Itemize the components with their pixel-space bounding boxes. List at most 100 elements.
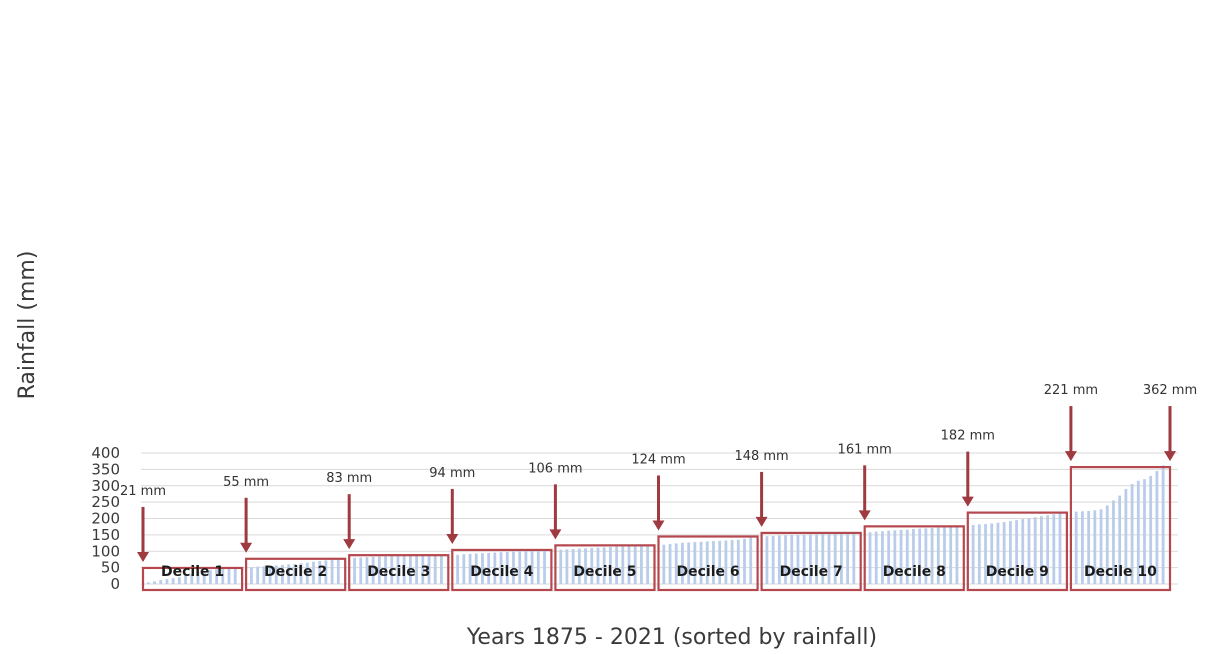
decile-box bbox=[245, 557, 347, 592]
bar bbox=[633, 546, 637, 584]
bar bbox=[153, 581, 156, 584]
bar bbox=[912, 528, 915, 584]
bar bbox=[996, 522, 1000, 584]
threshold-arrow-head bbox=[1064, 451, 1077, 462]
bar bbox=[281, 565, 284, 584]
decile-label: Decile 8 bbox=[883, 564, 946, 580]
bar bbox=[1021, 519, 1025, 584]
threshold-arrow-label: 161 mm bbox=[838, 442, 892, 457]
bar bbox=[736, 539, 740, 584]
bar bbox=[743, 538, 746, 584]
decile-box bbox=[348, 554, 450, 592]
bar bbox=[146, 582, 150, 584]
bar bbox=[827, 533, 831, 584]
decile-box bbox=[863, 525, 965, 592]
bar bbox=[949, 527, 953, 584]
bar bbox=[268, 565, 272, 584]
bar bbox=[202, 570, 206, 584]
bar bbox=[184, 575, 187, 584]
bar bbox=[874, 531, 878, 584]
bar bbox=[487, 552, 491, 584]
threshold-arrow-label: 106 mm bbox=[528, 461, 582, 476]
bar bbox=[462, 554, 466, 584]
bar bbox=[990, 523, 994, 584]
bar bbox=[250, 567, 253, 584]
bar bbox=[518, 551, 522, 584]
bar bbox=[718, 540, 722, 584]
bar bbox=[299, 563, 303, 584]
bar bbox=[318, 561, 322, 584]
bar bbox=[1112, 500, 1115, 584]
bar bbox=[402, 555, 406, 584]
decile-box bbox=[1069, 465, 1172, 592]
bar bbox=[427, 555, 431, 584]
y-tick-label: 350 bbox=[91, 460, 120, 478]
decile-label: Decile 9 bbox=[986, 564, 1049, 580]
bar bbox=[577, 548, 581, 584]
bar bbox=[1136, 480, 1140, 584]
bar bbox=[608, 546, 612, 584]
bar bbox=[1040, 516, 1043, 584]
threshold-arrow-label: 94 mm bbox=[429, 466, 475, 481]
bar bbox=[215, 569, 218, 584]
bar bbox=[1002, 522, 1006, 584]
bar bbox=[1155, 471, 1159, 584]
bar bbox=[293, 564, 297, 584]
threshold-arrow-head bbox=[446, 533, 459, 544]
bar bbox=[955, 526, 959, 584]
y-tick-label: 250 bbox=[91, 493, 120, 511]
max-arrow-label: 362 mm bbox=[1143, 383, 1197, 398]
bar bbox=[396, 556, 400, 584]
bar bbox=[602, 547, 606, 584]
bar bbox=[353, 557, 356, 584]
bar bbox=[571, 548, 575, 584]
bar bbox=[474, 553, 478, 584]
bar bbox=[233, 568, 237, 584]
threshold-arrow-head bbox=[858, 510, 871, 521]
bar bbox=[481, 553, 484, 584]
threshold-arrow-label: 83 mm bbox=[326, 471, 372, 486]
bar bbox=[421, 555, 425, 584]
bar bbox=[846, 533, 850, 584]
threshold-arrow-label: 124 mm bbox=[631, 453, 685, 468]
bar bbox=[165, 579, 169, 584]
y-tick-label: 300 bbox=[91, 477, 120, 495]
bar bbox=[330, 559, 334, 584]
threshold-arrow-head bbox=[549, 529, 562, 540]
decile-box bbox=[760, 531, 862, 592]
threshold-arrow-label: 21 mm bbox=[120, 484, 166, 499]
bar bbox=[705, 541, 709, 584]
bar bbox=[596, 547, 600, 584]
bar bbox=[543, 550, 546, 584]
threshold-arrow-head bbox=[137, 551, 149, 562]
bar bbox=[1074, 511, 1078, 584]
bar bbox=[833, 533, 837, 584]
bar bbox=[262, 566, 266, 584]
decile-box bbox=[141, 566, 244, 592]
bar bbox=[640, 546, 643, 584]
y-axis-label: Rainfall (mm) bbox=[15, 251, 40, 400]
bar bbox=[590, 547, 594, 584]
bar bbox=[512, 551, 515, 584]
y-tick-label: 100 bbox=[91, 542, 120, 560]
threshold-arrow-label: 182 mm bbox=[941, 429, 995, 444]
bar bbox=[390, 556, 394, 584]
bar bbox=[1087, 510, 1091, 584]
bar bbox=[1052, 514, 1056, 584]
threshold-arrow-head bbox=[240, 542, 253, 553]
bar bbox=[415, 555, 418, 584]
bar bbox=[943, 527, 946, 584]
bar bbox=[1033, 517, 1037, 584]
bar bbox=[305, 562, 309, 584]
bar bbox=[227, 568, 231, 584]
x-axis-label: Years 1875 - 2021 (sorted by rainfall) bbox=[466, 625, 877, 650]
y-tick-label: 0 bbox=[110, 575, 120, 593]
decile-label: Decile 6 bbox=[676, 564, 739, 580]
bar bbox=[796, 534, 800, 584]
bar bbox=[1124, 489, 1128, 584]
bar bbox=[1149, 475, 1153, 584]
y-tick-label: 200 bbox=[91, 510, 120, 528]
bar bbox=[530, 550, 534, 584]
